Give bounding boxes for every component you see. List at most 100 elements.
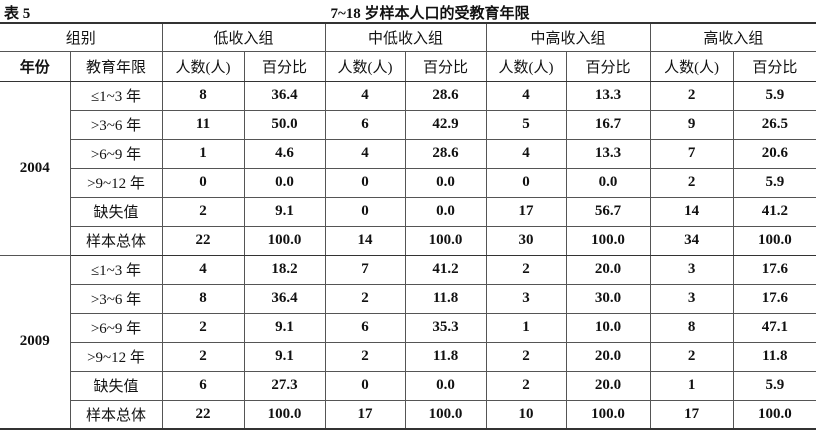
percent-cell: 30.0 [565,283,651,314]
count-header: 人数(人) [324,50,406,82]
table-row: 缺失值 6 27.3 0 0.0 2 20.0 1 5.9 [0,370,817,401]
count-cell: 2 [161,196,245,227]
percent-cell: 100.0 [565,225,651,256]
percent-cell: 20.0 [565,370,651,401]
percent-cell: 20.6 [732,138,817,169]
count-cell: 1 [649,370,734,401]
percent-cell: 0.0 [404,167,487,198]
count-cell: 2 [485,341,567,372]
count-cell: 0 [324,370,406,401]
edu-years-cell: 缺失值 [70,370,163,401]
percent-cell: 100.0 [565,399,651,430]
group-header-high: 高收入组 [649,22,817,52]
pct-header: 百分比 [243,50,326,82]
percent-cell: 11.8 [732,341,817,372]
edu-years-cell: 样本总体 [70,399,163,430]
percent-cell: 5.9 [732,167,817,198]
percent-cell: 4.6 [243,138,326,169]
group-header-low: 低收入组 [161,22,326,52]
table-row: >9~12 年 2 9.1 2 11.8 2 20.0 2 11.8 [0,341,817,372]
count-cell: 2 [161,341,245,372]
count-cell: 14 [324,225,406,256]
percent-cell: 100.0 [732,399,817,430]
percent-cell: 28.6 [404,138,487,169]
percent-cell: 36.4 [243,283,326,314]
percent-cell: 10.0 [565,312,651,343]
percent-cell: 47.1 [732,312,817,343]
edu-years-cell: ≤1~3 年 [69,80,163,111]
table-caption: 表 5 7~18 岁样本人口的受教育年限 [0,0,820,22]
count-cell: 2 [161,312,245,343]
count-header: 人数(人) [485,50,567,82]
count-cell: 17 [485,196,567,227]
count-cell: 2 [485,254,567,285]
count-cell: 6 [324,109,406,140]
percent-cell: 11.8 [404,283,487,314]
count-cell: 2 [649,167,734,198]
percent-cell: 42.9 [404,109,487,140]
count-cell: 2 [649,80,734,111]
count-cell: 6 [161,370,245,401]
edu-years-cell: >9~12 年 [70,167,163,198]
count-cell: 4 [485,80,567,111]
count-cell: 0 [324,196,406,227]
pct-header: 百分比 [732,50,817,82]
edu-years-cell: >3~6 年 [70,109,163,140]
table-row: 2004 ≤1~3 年 8 36.4 4 28.6 4 13.3 2 5.9 [0,80,817,256]
percent-cell: 26.5 [732,109,817,140]
percent-cell: 16.7 [565,109,651,140]
group-header-lower-middle: 中低收入组 [324,22,487,52]
edu-years-cell: >3~6 年 [70,283,163,314]
table-row: >9~12 年 0 0.0 0 0.0 0 0.0 2 5.9 [0,167,817,198]
count-cell: 0 [161,167,245,198]
edu-years-cell: ≤1~3 年 [69,254,163,285]
percent-cell: 11.8 [404,341,487,372]
count-cell: 1 [485,312,567,343]
count-header: 人数(人) [161,50,245,82]
table-row: 样本总体 22 100.0 17 100.0 10 100.0 17 100.0 [0,399,817,430]
header-row-groups: 组别 低收入组 中低收入组 中高收入组 高收入组 [0,22,817,52]
percent-cell: 0.0 [404,370,487,401]
count-cell: 30 [485,225,567,256]
edu-years-cell: 缺失值 [70,196,163,227]
percent-cell: 17.6 [732,254,817,285]
table-row: >3~6 年 11 50.0 6 42.9 5 16.7 9 26.5 [0,109,817,140]
count-cell: 3 [649,283,734,314]
count-cell: 2 [324,341,406,372]
percent-cell: 9.1 [243,312,326,343]
pct-header: 百分比 [404,50,487,82]
count-cell: 7 [649,138,734,169]
percent-cell: 50.0 [243,109,326,140]
percent-cell: 13.3 [565,80,651,111]
percent-cell: 5.9 [732,80,817,111]
percent-cell: 17.6 [732,283,817,314]
table-body: 2004 ≤1~3 年 8 36.4 4 28.6 4 13.3 2 5.9 >3~6 年 11 50.… [0,80,817,430]
year-header: 年份 [0,50,71,82]
count-cell: 34 [649,225,734,256]
percent-cell: 100.0 [243,399,326,430]
count-cell: 14 [649,196,734,227]
percent-cell: 35.3 [404,312,487,343]
percent-cell: 20.0 [565,341,651,372]
table-title: 7~18 岁样本人口的受教育年限 [330,6,530,22]
percent-cell: 100.0 [404,399,487,430]
percent-cell: 0.0 [404,196,487,227]
count-cell: 6 [324,312,406,343]
count-cell: 22 [161,399,245,430]
table-row: 2009 ≤1~3 年 4 18.2 7 41.2 2 20.0 3 17.6 [0,254,817,430]
count-cell: 9 [649,109,734,140]
header-row-columns: 年份 教育年限 人数(人) 百分比 人数(人) 百分比 人数(人) 百分比 人数… [0,50,817,82]
count-cell: 4 [324,138,406,169]
edu-years-cell: 样本总体 [70,225,163,256]
education-years-table: 组别 低收入组 中低收入组 中高收入组 高收入组 年份 教育年限 人数(人) 百… [0,22,817,430]
group-header-upper-middle: 中高收入组 [485,22,651,52]
percent-cell: 5.9 [732,370,817,401]
percent-cell: 27.3 [243,370,326,401]
group-label-header: 组别 [0,22,163,52]
count-cell: 10 [485,399,567,430]
edu-years-cell: >6~9 年 [70,138,163,169]
count-cell: 1 [161,138,245,169]
percent-cell: 100.0 [243,225,326,256]
pct-header: 百分比 [565,50,651,82]
percent-cell: 13.3 [565,138,651,169]
